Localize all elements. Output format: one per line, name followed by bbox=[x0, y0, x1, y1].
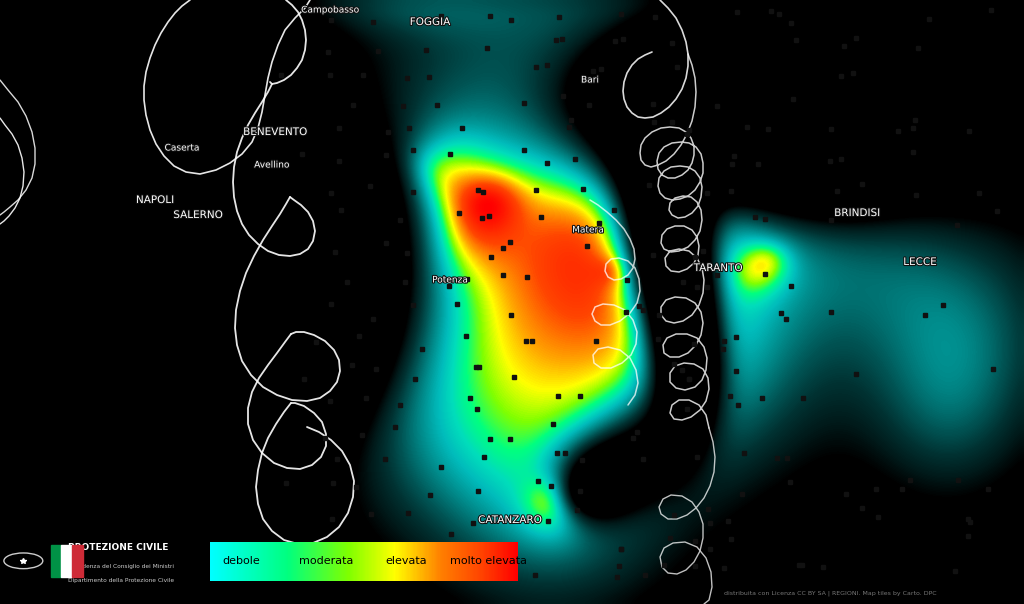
Text: NAPOLI: NAPOLI bbox=[136, 195, 174, 205]
Text: Avellino: Avellino bbox=[254, 161, 290, 170]
Text: FOGGIA: FOGGIA bbox=[410, 17, 451, 27]
Bar bbox=[72, 545, 83, 576]
Text: TARANTO: TARANTO bbox=[693, 263, 742, 273]
Text: Dipartimento della Protezione Civile: Dipartimento della Protezione Civile bbox=[68, 578, 174, 583]
Text: PROTEZIONE CIVILE: PROTEZIONE CIVILE bbox=[68, 543, 169, 552]
Text: BRINDISI: BRINDISI bbox=[835, 208, 880, 218]
Text: Potenza: Potenza bbox=[432, 275, 468, 284]
Text: SALERNO: SALERNO bbox=[173, 210, 222, 220]
Text: debole: debole bbox=[222, 556, 260, 565]
Text: distribuita con Licenza CC BY SA | REGIONI. Map tiles by Carto. DPC: distribuita con Licenza CC BY SA | REGIO… bbox=[724, 591, 936, 596]
Text: elevata: elevata bbox=[385, 556, 427, 565]
Text: LECCE: LECCE bbox=[903, 257, 937, 267]
Text: BENEVENTO: BENEVENTO bbox=[243, 127, 307, 137]
Text: Caserta: Caserta bbox=[165, 144, 200, 152]
Text: Presidenza del Consiglio dei Ministri: Presidenza del Consiglio dei Ministri bbox=[68, 564, 174, 569]
Text: Bari: Bari bbox=[581, 76, 599, 85]
Text: CATANZARO: CATANZARO bbox=[478, 515, 542, 525]
Text: Matera: Matera bbox=[572, 225, 604, 234]
Bar bbox=[61, 545, 72, 576]
Text: moderata: moderata bbox=[299, 556, 353, 565]
Text: molto elevata: molto elevata bbox=[450, 556, 526, 565]
Text: Campobasso: Campobasso bbox=[301, 5, 358, 14]
Bar bbox=[50, 545, 61, 576]
